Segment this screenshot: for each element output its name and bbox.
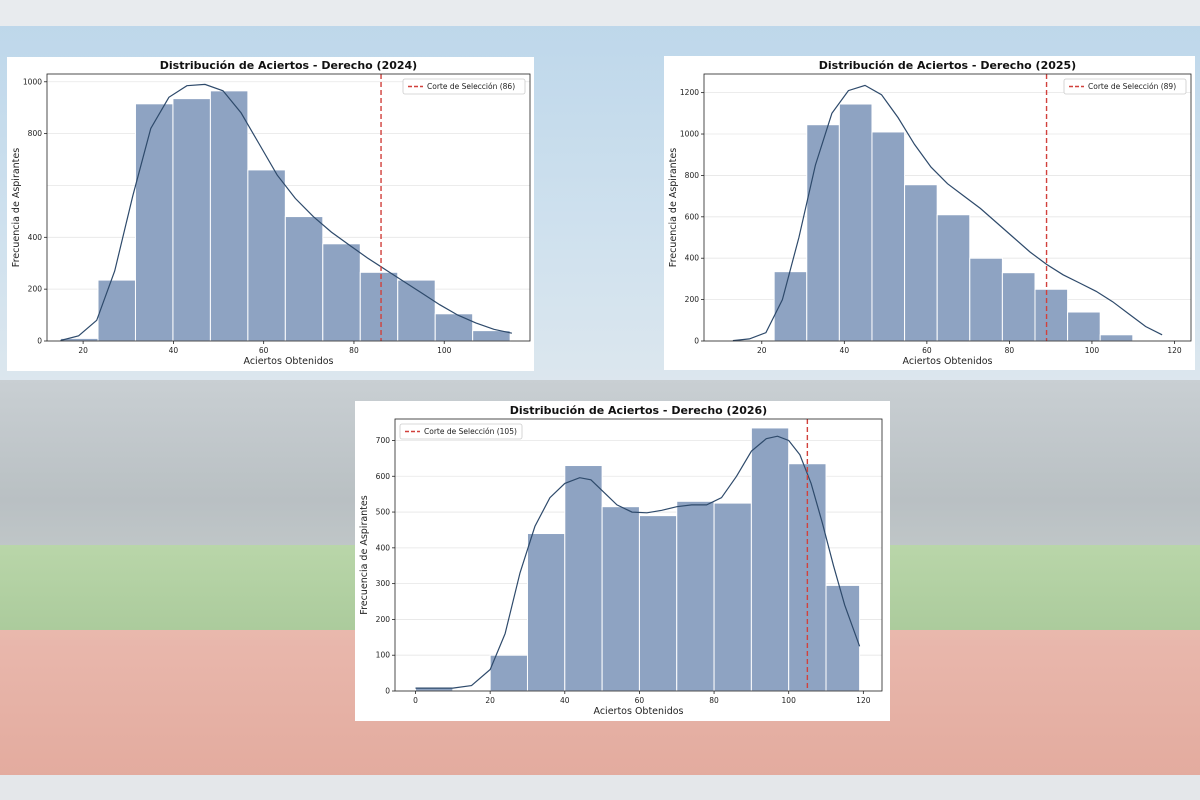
x-tick-label: 40 [840, 346, 850, 355]
y-tick-label: 1200 [680, 88, 699, 97]
x-tick-label: 20 [485, 696, 495, 705]
histogram-bar [676, 500, 715, 692]
kde-curve [60, 83, 513, 342]
histogram-bar [1001, 272, 1036, 342]
x-tick-label: 60 [922, 346, 932, 355]
legend-label: Corte de Selección (105) [424, 427, 517, 436]
histogram-bar [134, 103, 174, 342]
y-tick-label: 0 [385, 687, 390, 696]
histogram-bar [750, 427, 790, 692]
histogram-bar [209, 90, 249, 342]
histogram-bar [564, 465, 603, 692]
x-tick-label: 0 [413, 696, 418, 705]
legend-label: Corte de Selección (86) [427, 82, 515, 91]
legend-label: Corte de Selección (89) [1088, 82, 1176, 91]
x-tick-label: 100 [437, 346, 452, 355]
x-tick-label: 60 [259, 346, 269, 355]
histogram-bar [638, 515, 678, 692]
kde-curve [732, 84, 1163, 342]
histogram-bar [97, 279, 136, 342]
histogram-2024: Distribución de Aciertos - Derecho (2024… [11, 59, 531, 367]
y-tick-label: 200 [376, 615, 391, 624]
legend-box [1063, 78, 1187, 95]
x-tick-label: 60 [635, 696, 645, 705]
y-tick-label: 0 [37, 337, 42, 346]
x-tick-label: 120 [1167, 346, 1182, 355]
histogram-bar [526, 533, 566, 692]
histogram-bar [871, 131, 906, 342]
x-tick-label: 100 [1085, 346, 1100, 355]
histogram-bar [806, 124, 840, 342]
histogram-bar [969, 257, 1003, 342]
y-tick-label: 1000 [680, 130, 699, 139]
histogram-bar [359, 271, 399, 342]
histogram-bar [284, 216, 324, 342]
histogram-bar [489, 654, 528, 692]
histogram-bar [172, 98, 211, 342]
histogram-bar [434, 313, 474, 342]
x-tick-label: 20 [78, 346, 88, 355]
x-tick-label: 40 [560, 696, 570, 705]
histogram-bar [1034, 288, 1069, 342]
y-tick-label: 400 [28, 233, 43, 242]
y-tick-label: 400 [376, 543, 391, 552]
y-tick-label: 0 [694, 337, 699, 346]
x-tick-label: 80 [709, 696, 719, 705]
bottom-strip [0, 775, 1200, 800]
histogram-bar [713, 502, 752, 692]
chart-panel-2025: Distribución de Aciertos - Derecho (2025… [664, 56, 1195, 370]
y-tick-label: 500 [376, 508, 391, 517]
histogram-bar [1067, 311, 1101, 342]
chart-title: Distribución de Aciertos - Derecho (2024… [160, 59, 417, 72]
top-strip [0, 0, 1200, 26]
x-tick-label: 100 [782, 696, 797, 705]
histogram-2025: Distribución de Aciertos - Derecho (2025… [668, 59, 1192, 367]
plot-frame [46, 73, 531, 342]
y-tick-label: 400 [685, 254, 700, 263]
y-tick-label: 200 [28, 285, 43, 294]
y-axis-label: Frecuencia de Aspirantes [668, 148, 679, 267]
histogram-bar [247, 169, 286, 342]
y-tick-label: 700 [376, 436, 391, 445]
histogram-bar [601, 506, 640, 692]
y-tick-label: 1000 [23, 77, 42, 86]
chart-panel-2024: Distribución de Aciertos - Derecho (2024… [7, 57, 534, 371]
histogram-bar [904, 184, 938, 342]
x-axis-label: Aciertos Obtenidos [244, 356, 334, 367]
histogram-bar [788, 463, 827, 692]
chart-panel-2026: Distribución de Aciertos - Derecho (2026… [355, 401, 890, 721]
y-tick-label: 800 [28, 129, 43, 138]
plot-frame [703, 73, 1192, 342]
x-tick-label: 120 [856, 696, 871, 705]
kde-curve [415, 435, 861, 689]
x-axis-label: Aciertos Obtenidos [594, 706, 684, 717]
histogram-bar [1099, 334, 1134, 342]
y-tick-label: 300 [376, 579, 391, 588]
histogram-bar [838, 103, 873, 342]
chart-title: Distribución de Aciertos - Derecho (2025… [819, 59, 1076, 72]
histogram-bar [936, 214, 971, 342]
y-axis-label: Frecuencia de Aspirantes [359, 495, 370, 614]
y-tick-label: 600 [376, 472, 391, 481]
y-tick-label: 100 [376, 651, 391, 660]
y-tick-label: 600 [685, 212, 700, 221]
histogram-2026: Distribución de Aciertos - Derecho (2026… [359, 404, 883, 717]
histogram-bar [825, 584, 861, 692]
plot-frame [394, 418, 883, 692]
x-tick-label: 80 [349, 346, 359, 355]
x-axis-label: Aciertos Obtenidos [903, 356, 993, 367]
y-axis-label: Frecuencia de Aspirantes [11, 148, 22, 267]
y-tick-label: 200 [685, 295, 700, 304]
x-tick-label: 40 [169, 346, 179, 355]
y-tick-label: 800 [685, 171, 700, 180]
chart-title: Distribución de Aciertos - Derecho (2026… [510, 404, 767, 417]
legend-box [399, 423, 523, 440]
histogram-bar [322, 243, 361, 342]
legend-box [402, 78, 526, 95]
x-tick-label: 80 [1005, 346, 1015, 355]
x-tick-label: 20 [757, 346, 767, 355]
